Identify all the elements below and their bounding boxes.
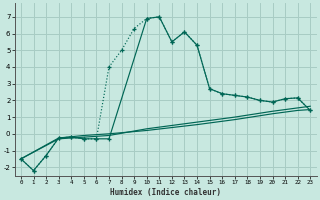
X-axis label: Humidex (Indice chaleur): Humidex (Indice chaleur)	[110, 188, 221, 197]
